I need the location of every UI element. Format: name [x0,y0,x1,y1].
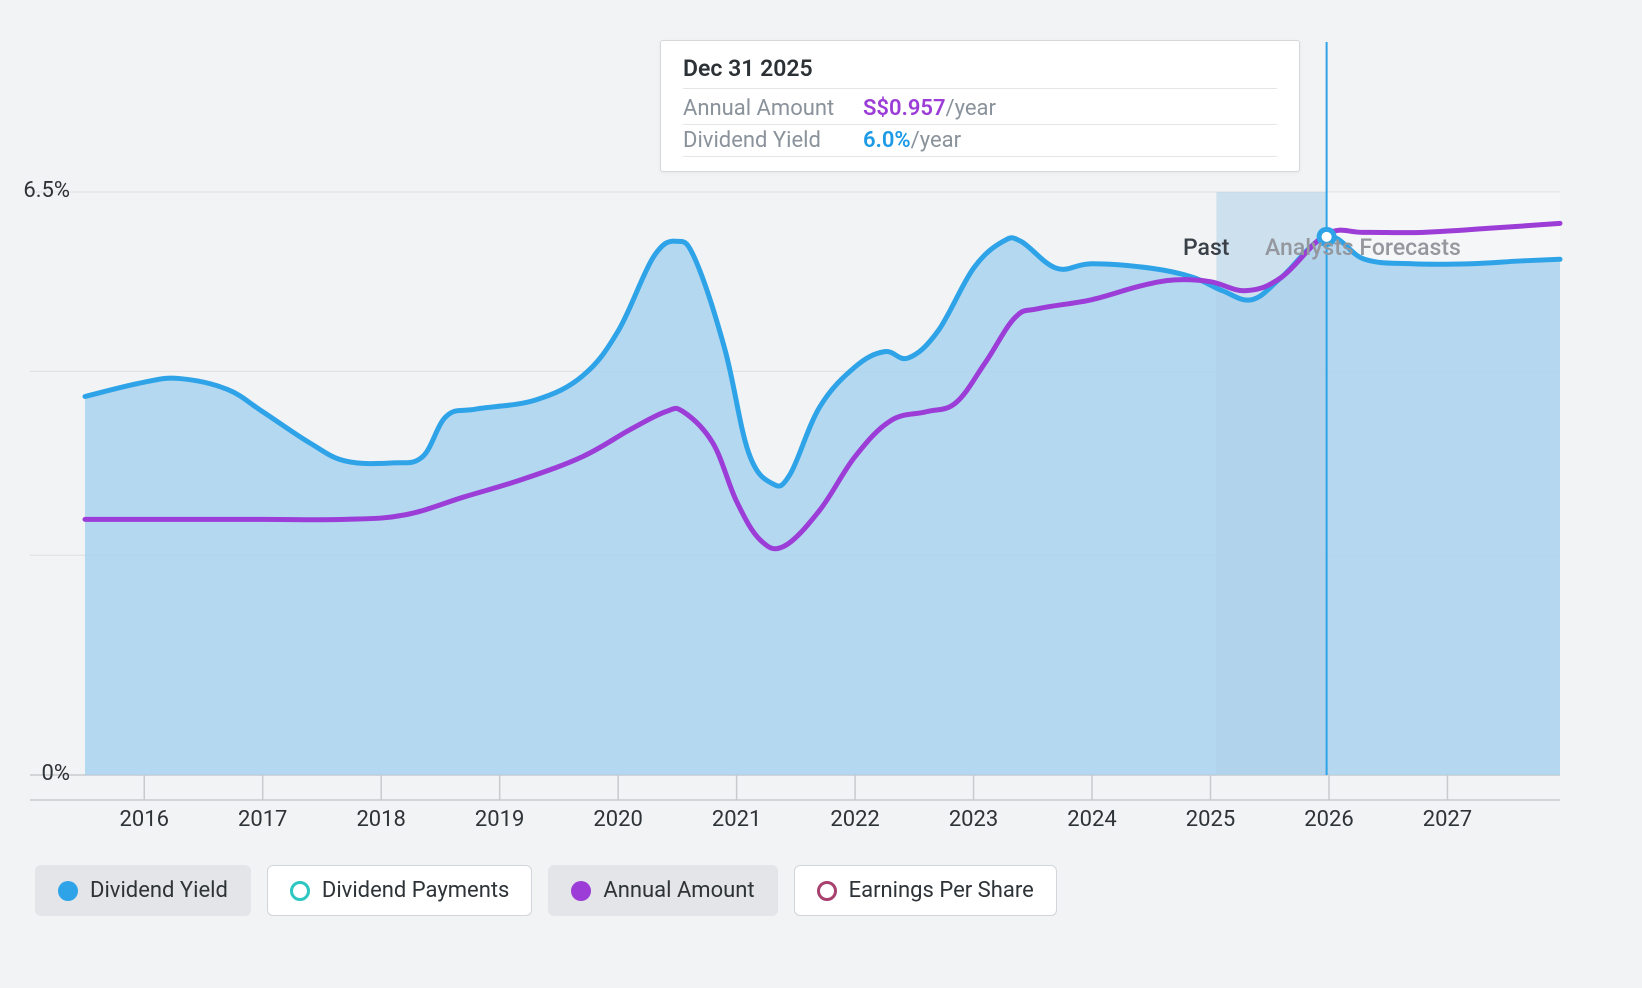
legend-label: Dividend Yield [90,878,228,903]
legend-item-annual-amount[interactable]: Annual Amount [548,865,777,916]
x-tick-label: 2022 [830,807,879,832]
tooltip-value: S$0.957/year [863,96,996,121]
legend-swatch-icon [571,881,591,901]
legend-swatch-icon [290,881,310,901]
x-tick-label: 2019 [475,807,524,832]
past-label: Past [1183,234,1229,261]
legend-label: Dividend Payments [322,878,510,903]
y-tick-label: 6.5% [10,178,70,203]
x-tick-label: 2023 [949,807,998,832]
y-tick-label: 0% [10,761,70,786]
tooltip-label: Annual Amount [683,96,863,121]
legend-item-dividend-payments[interactable]: Dividend Payments [267,865,533,916]
x-tick-label: 2021 [712,807,761,832]
chart-tooltip: Dec 31 2025 Annual Amount S$0.957/year D… [660,40,1300,172]
x-tick-label: 2016 [120,807,169,832]
legend-swatch-icon [58,881,78,901]
legend-label: Earnings Per Share [849,878,1034,903]
tooltip-value: 6.0%/year [863,128,961,153]
x-tick-label: 2026 [1304,807,1353,832]
x-tick-label: 2020 [593,807,642,832]
forecast-label: Analysts Forecasts [1265,234,1461,261]
legend-item-dividend-yield[interactable]: Dividend Yield [35,865,251,916]
tooltip-label: Dividend Yield [683,128,863,153]
legend-label: Annual Amount [603,878,754,903]
legend-swatch-icon [817,881,837,901]
x-tick-label: 2017 [238,807,287,832]
x-tick-label: 2025 [1186,807,1235,832]
x-tick-label: 2027 [1423,807,1472,832]
legend-item-earnings-per-share[interactable]: Earnings Per Share [794,865,1057,916]
x-tick-label: 2018 [356,807,405,832]
tooltip-row-yield: Dividend Yield 6.0%/year [683,125,1277,157]
chart-legend: Dividend Yield Dividend Payments Annual Am… [35,865,1057,916]
dividend-chart: Dec 31 2025 Annual Amount S$0.957/year D… [0,0,1642,988]
x-tick-label: 2024 [1067,807,1116,832]
tooltip-row-annual: Annual Amount S$0.957/year [683,93,1277,125]
tooltip-date: Dec 31 2025 [683,55,1277,89]
